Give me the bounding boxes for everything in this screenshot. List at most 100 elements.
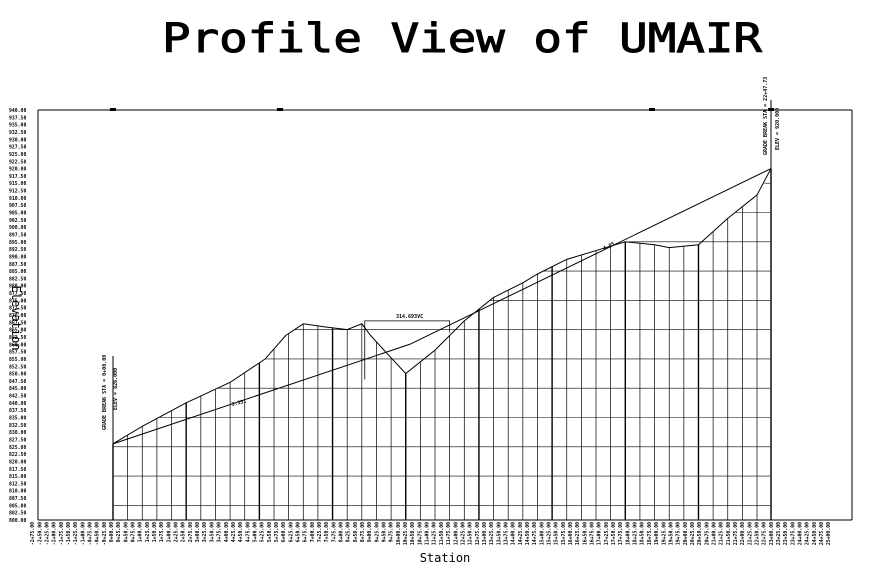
top-station-mark [277,108,283,111]
y-tick-label: 840.00 [9,401,26,407]
x-tick-label: 19+00.00 [654,522,660,545]
x-tick-label: 6+25.00 [288,522,294,542]
x-tick-label: 8+25.00 [346,522,352,542]
x-tick-label: 0+75.00 [131,522,137,542]
x-tick-label: 23+25.00 [776,522,782,545]
x-tick-label: 2+50.00 [181,522,187,542]
x-tick-label: 4+50.00 [238,522,244,542]
x-tick-label: 7+50.00 [324,522,330,542]
x-tick-label: 0+00.00 [109,522,115,542]
x-tick-label: 23+75.00 [790,522,796,545]
x-tick-label: 2+75.00 [188,522,194,542]
x-tick-label: 6+50.00 [295,522,301,542]
x-tick-label: 3+75.00 [217,522,223,542]
x-tick-label: -0+25.00 [102,522,108,545]
y-tick-label: 857.50 [9,350,26,356]
x-tick-label: 24+75.00 [819,522,825,545]
top-station-mark [649,108,655,111]
x-tick-label: 10+75.00 [417,522,423,545]
x-tick-label: 1+50.00 [152,522,158,542]
x-tick-label: 9+75.00 [389,522,395,542]
grade-break-start-label: GRADE BREAK STA = 0+00.00 [102,355,108,430]
x-tick-label: 3+00.00 [195,522,201,542]
y-tick-label: 835.00 [9,416,26,422]
x-tick-label: 13+00.00 [482,522,488,545]
x-tick-label: 14+00.00 [511,522,517,545]
x-tick-label: 9+50.00 [382,522,388,542]
x-tick-label: 16+75.00 [590,522,596,545]
x-tick-label: 6+00.00 [281,522,287,542]
x-tick-label: 22+50.00 [754,522,760,545]
y-tick-label: 895.00 [9,240,26,246]
y-tick-label: 872.50 [9,306,26,312]
y-tick-label: 805.00 [9,503,26,509]
x-tick-label: 7+75.00 [331,522,337,542]
y-tick-label: 827.50 [9,437,26,443]
y-tick-label: 817.50 [9,467,26,473]
grade-break-start-elev: ELEV = 826.000 [113,368,119,410]
x-tick-label: 16+50.00 [582,522,588,545]
x-tick-label: 5+00.00 [252,522,258,542]
x-tick-label: 9+25.00 [374,522,380,542]
proposed-grade-line [112,168,772,445]
existing-ground-line [112,168,772,445]
x-tick-label: 15+50.00 [554,522,560,545]
x-tick-label: 1+25.00 [145,522,151,542]
x-tick-label: -0+50.00 [95,522,101,545]
y-tick-label: 932.50 [9,130,26,136]
top-station-mark [110,108,116,111]
y-tick-label: 937.50 [9,115,26,121]
x-tick-label: 24+50.00 [812,522,818,545]
x-tick-label: 13+50.00 [496,522,502,545]
y-tick-label: 807.50 [9,496,26,502]
x-tick-label: 6+75.00 [303,522,309,542]
x-tick-label: 13+75.00 [503,522,509,545]
grade-percent-left: 3.351 [231,398,247,407]
y-tick-label: 800.00 [9,518,26,524]
x-tick-label: 17+50.00 [611,522,617,545]
x-tick-label: 0+25.00 [116,522,122,542]
y-tick-label: 870.00 [9,313,26,319]
x-tick-label: 2+25.00 [174,522,180,542]
x-tick-label: 11+75.00 [446,522,452,545]
y-tick-label: 802.50 [9,511,26,517]
y-tick-label: 850.00 [9,372,26,378]
x-tick-label: 25+00.00 [826,522,832,545]
x-tick-label: 4+75.00 [245,522,251,542]
grade-break-end-elev: ELEV = 920.000 [775,108,781,150]
x-tick-label: 21+25.00 [719,522,725,545]
grade-break-end-label: GRADE BREAK STA = 22+47.73 [763,77,769,155]
x-tick-label: 20+75.00 [704,522,710,545]
x-axis-label: Station [420,551,471,565]
x-tick-label: 1+00.00 [138,522,144,542]
chart-title: Profile View of UMAIR [162,16,763,62]
x-tick-label: 24+25.00 [805,522,811,545]
y-tick-label: 917.50 [9,174,26,180]
x-tick-label: 10+25.00 [403,522,409,545]
x-tick-label: 16+25.00 [575,522,581,545]
x-tick-label: 4+25.00 [231,522,237,542]
y-tick-label: 902.50 [9,218,26,224]
x-tick-label: 18+00.00 [625,522,631,545]
y-tick-label: 845.00 [9,386,26,392]
y-tick-label: 915.00 [9,181,26,187]
y-tick-label: 820.00 [9,459,26,465]
x-tick-label: 20+25.00 [690,522,696,545]
y-tick-label: 862.50 [9,335,26,341]
y-tick-label: 922.50 [9,159,26,165]
x-tick-label: 20+50.00 [697,522,703,545]
x-tick-label: 22+25.00 [747,522,753,545]
x-tick-label: -1+00.00 [80,522,86,545]
x-tick-label: -2+75.00 [30,522,36,545]
x-tick-label: 5+25.00 [260,522,266,542]
y-tick-label: 910.00 [9,196,26,202]
x-tick-label: 16+00.00 [568,522,574,545]
x-tick-label: 14+25.00 [518,522,524,545]
y-tick-label: 837.50 [9,408,26,414]
x-tick-label: 14+75.00 [532,522,538,545]
y-tick-label: 810.00 [9,489,26,495]
x-tick-label: 13+25.00 [489,522,495,545]
y-tick-label: 900.00 [9,225,26,231]
x-tick-label: 11+25.00 [432,522,438,545]
